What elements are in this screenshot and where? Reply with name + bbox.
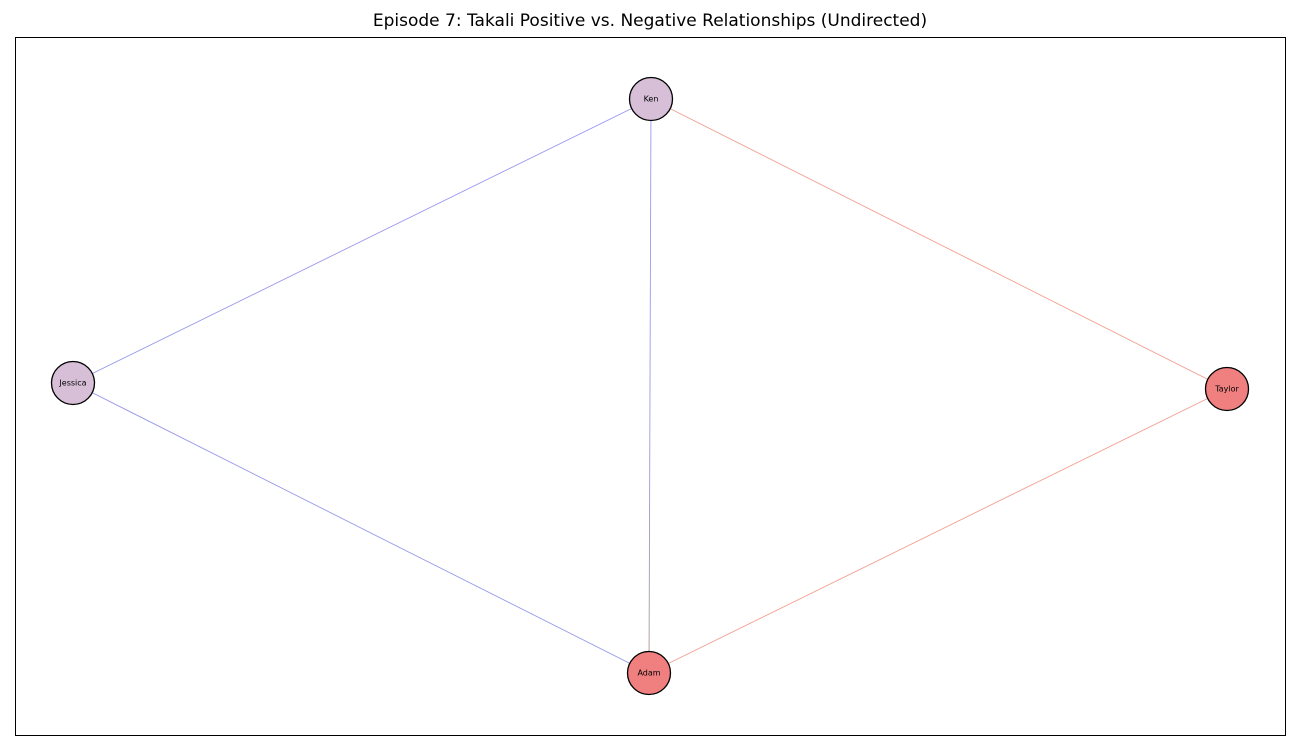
node-ken: Ken: [628, 76, 674, 122]
node-label-ken: Ken: [644, 95, 659, 104]
node-label-adam: Adam: [637, 669, 660, 678]
node-circle-adam: [626, 650, 672, 696]
figure-title: Episode 7: Takali Positive vs. Negative …: [372, 11, 928, 31]
edge-adam-taylor: [648, 388, 1228, 674]
node-label-taylor: Taylor: [1214, 385, 1239, 394]
nodes-layer: Ken Jessica Taylor Adam: [50, 76, 1250, 696]
node-circle-ken: [628, 76, 674, 122]
node-circle-taylor: [1204, 366, 1250, 412]
node-label-jessica: Jessica: [58, 379, 86, 388]
edge-ken-jessica: [72, 98, 652, 384]
node-taylor: Taylor: [1204, 366, 1250, 412]
edge-ken-adam: [648, 98, 652, 674]
edge-jessica-adam: [72, 382, 650, 674]
node-jessica: Jessica: [50, 360, 96, 406]
node-adam: Adam: [626, 650, 672, 696]
plot-frame: [15, 37, 1286, 736]
edge-ken-taylor: [650, 98, 1228, 390]
node-circle-jessica: [50, 360, 96, 406]
edges-layer: [72, 98, 1228, 674]
